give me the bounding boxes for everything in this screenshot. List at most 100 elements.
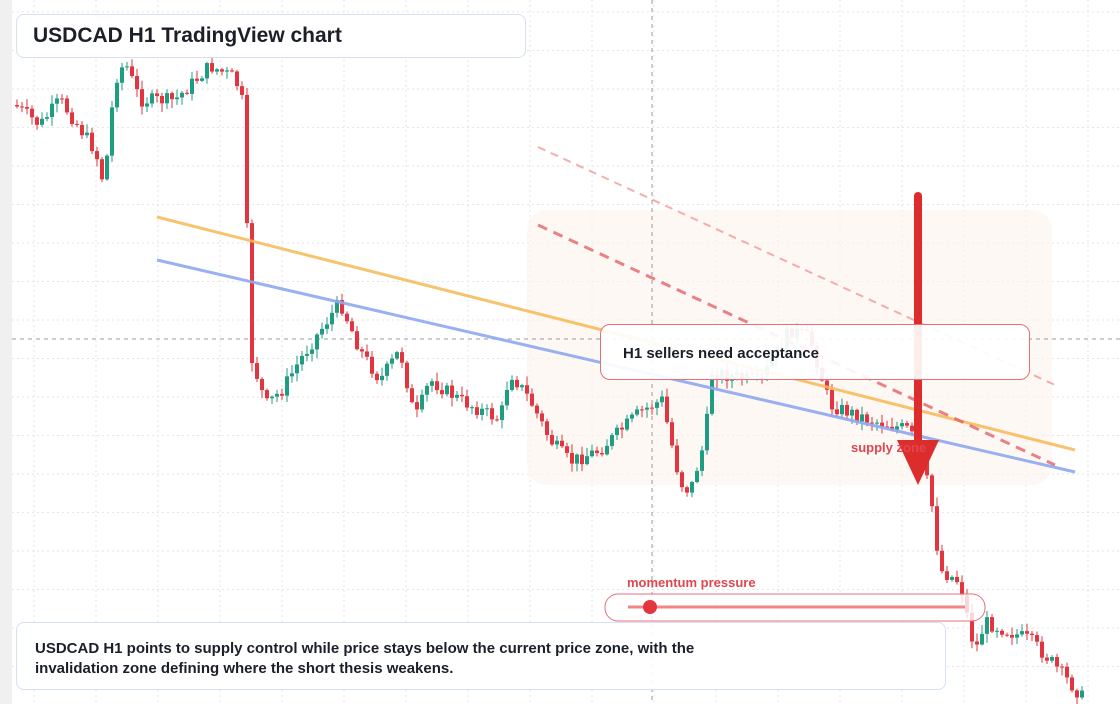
candle-body: [710, 374, 714, 414]
candle-body: [840, 404, 844, 415]
candle-body: [855, 409, 859, 422]
candle-body: [15, 105, 19, 107]
candle-body: [285, 376, 289, 396]
candle-body: [490, 408, 494, 420]
candle-body: [125, 66, 129, 68]
candle-body: [1070, 677, 1074, 691]
candle-body: [705, 413, 709, 451]
candle-body: [120, 67, 124, 83]
candle-body: [990, 617, 994, 632]
candle-body: [860, 414, 864, 422]
channel-line: [537, 223, 1056, 467]
candle-body: [445, 385, 449, 395]
candle-body: [410, 388, 414, 403]
candle-body: [295, 364, 299, 374]
candle-body: [515, 379, 519, 388]
candle-body: [675, 445, 679, 473]
candle-body: [615, 427, 619, 436]
candle-body: [945, 571, 949, 580]
candle-body: [35, 117, 39, 125]
candle-body: [590, 450, 594, 457]
candle-body: [20, 106, 24, 108]
candle-body: [145, 103, 149, 107]
candle-body: [355, 331, 359, 350]
candle-body: [895, 426, 899, 430]
candle-body: [45, 117, 49, 119]
candle-body: [930, 475, 934, 507]
candle-body: [155, 93, 159, 97]
candle-body: [510, 379, 514, 390]
candle-body: [1040, 641, 1044, 658]
candle-body: [835, 409, 839, 415]
candle-body: [480, 408, 484, 415]
candle-body: [1065, 666, 1069, 678]
candle-body: [975, 641, 979, 645]
candle-body: [70, 112, 74, 124]
candle-body: [575, 454, 579, 464]
candle-body: [530, 393, 534, 406]
candle-body: [205, 63, 209, 79]
candle-body: [580, 454, 584, 465]
callout: H1 sellers need acceptance: [600, 324, 1030, 380]
candle-body: [1030, 633, 1034, 636]
candle-body: [415, 402, 419, 410]
candle-body: [555, 440, 559, 445]
candle-body: [875, 422, 879, 424]
candle-body: [505, 389, 509, 406]
candle-body: [980, 633, 984, 645]
candle-body: [695, 470, 699, 483]
candle-body: [1045, 657, 1049, 661]
candle-body: [525, 385, 529, 394]
candle-body: [565, 446, 569, 453]
candle-body: [180, 92, 184, 98]
arrow-head: [897, 440, 939, 485]
candle-body: [55, 98, 59, 104]
candle-body: [290, 373, 294, 377]
candle-body: [310, 349, 314, 354]
candle-body: [485, 408, 489, 410]
candle-body: [940, 550, 944, 572]
candle-body: [330, 312, 334, 325]
candle-body: [140, 89, 144, 107]
candle-body: [135, 76, 139, 90]
candle-body: [635, 409, 639, 415]
candle-body: [1020, 631, 1024, 635]
candle-body: [450, 385, 454, 398]
candle-body: [405, 362, 409, 389]
candle-body: [520, 385, 524, 388]
candle-body: [375, 373, 379, 381]
candle-body: [865, 414, 869, 423]
candle-body: [335, 300, 339, 313]
candle-body: [1075, 690, 1079, 698]
candle-body: [605, 445, 609, 455]
candle-body: [455, 394, 459, 398]
candle-body: [240, 86, 244, 95]
candle-body: [545, 421, 549, 435]
channel-line: [537, 146, 1056, 386]
candle-body: [925, 461, 929, 476]
candle-body: [435, 381, 439, 391]
zone-label: supply zone: [851, 440, 927, 455]
candle-body: [560, 440, 564, 447]
candle-body: [850, 409, 854, 416]
candle-body: [1015, 634, 1019, 638]
candle-body: [320, 328, 324, 335]
candle-body: [890, 426, 894, 430]
candle-body: [390, 358, 394, 364]
candle-body: [660, 396, 664, 403]
candle-body: [360, 349, 364, 352]
candle-body: [430, 381, 434, 386]
candle-body: [665, 396, 669, 423]
candle-body: [950, 576, 954, 580]
candle-body: [395, 352, 399, 359]
candle-body: [535, 405, 539, 414]
candle-body: [650, 407, 654, 409]
candle-body: [1050, 657, 1054, 661]
candle-body: [440, 390, 444, 395]
candle-body: [600, 453, 604, 455]
candle-body: [885, 426, 889, 428]
candle-body: [905, 423, 909, 426]
candle-body: [1060, 666, 1064, 668]
candle-body: [380, 375, 384, 381]
